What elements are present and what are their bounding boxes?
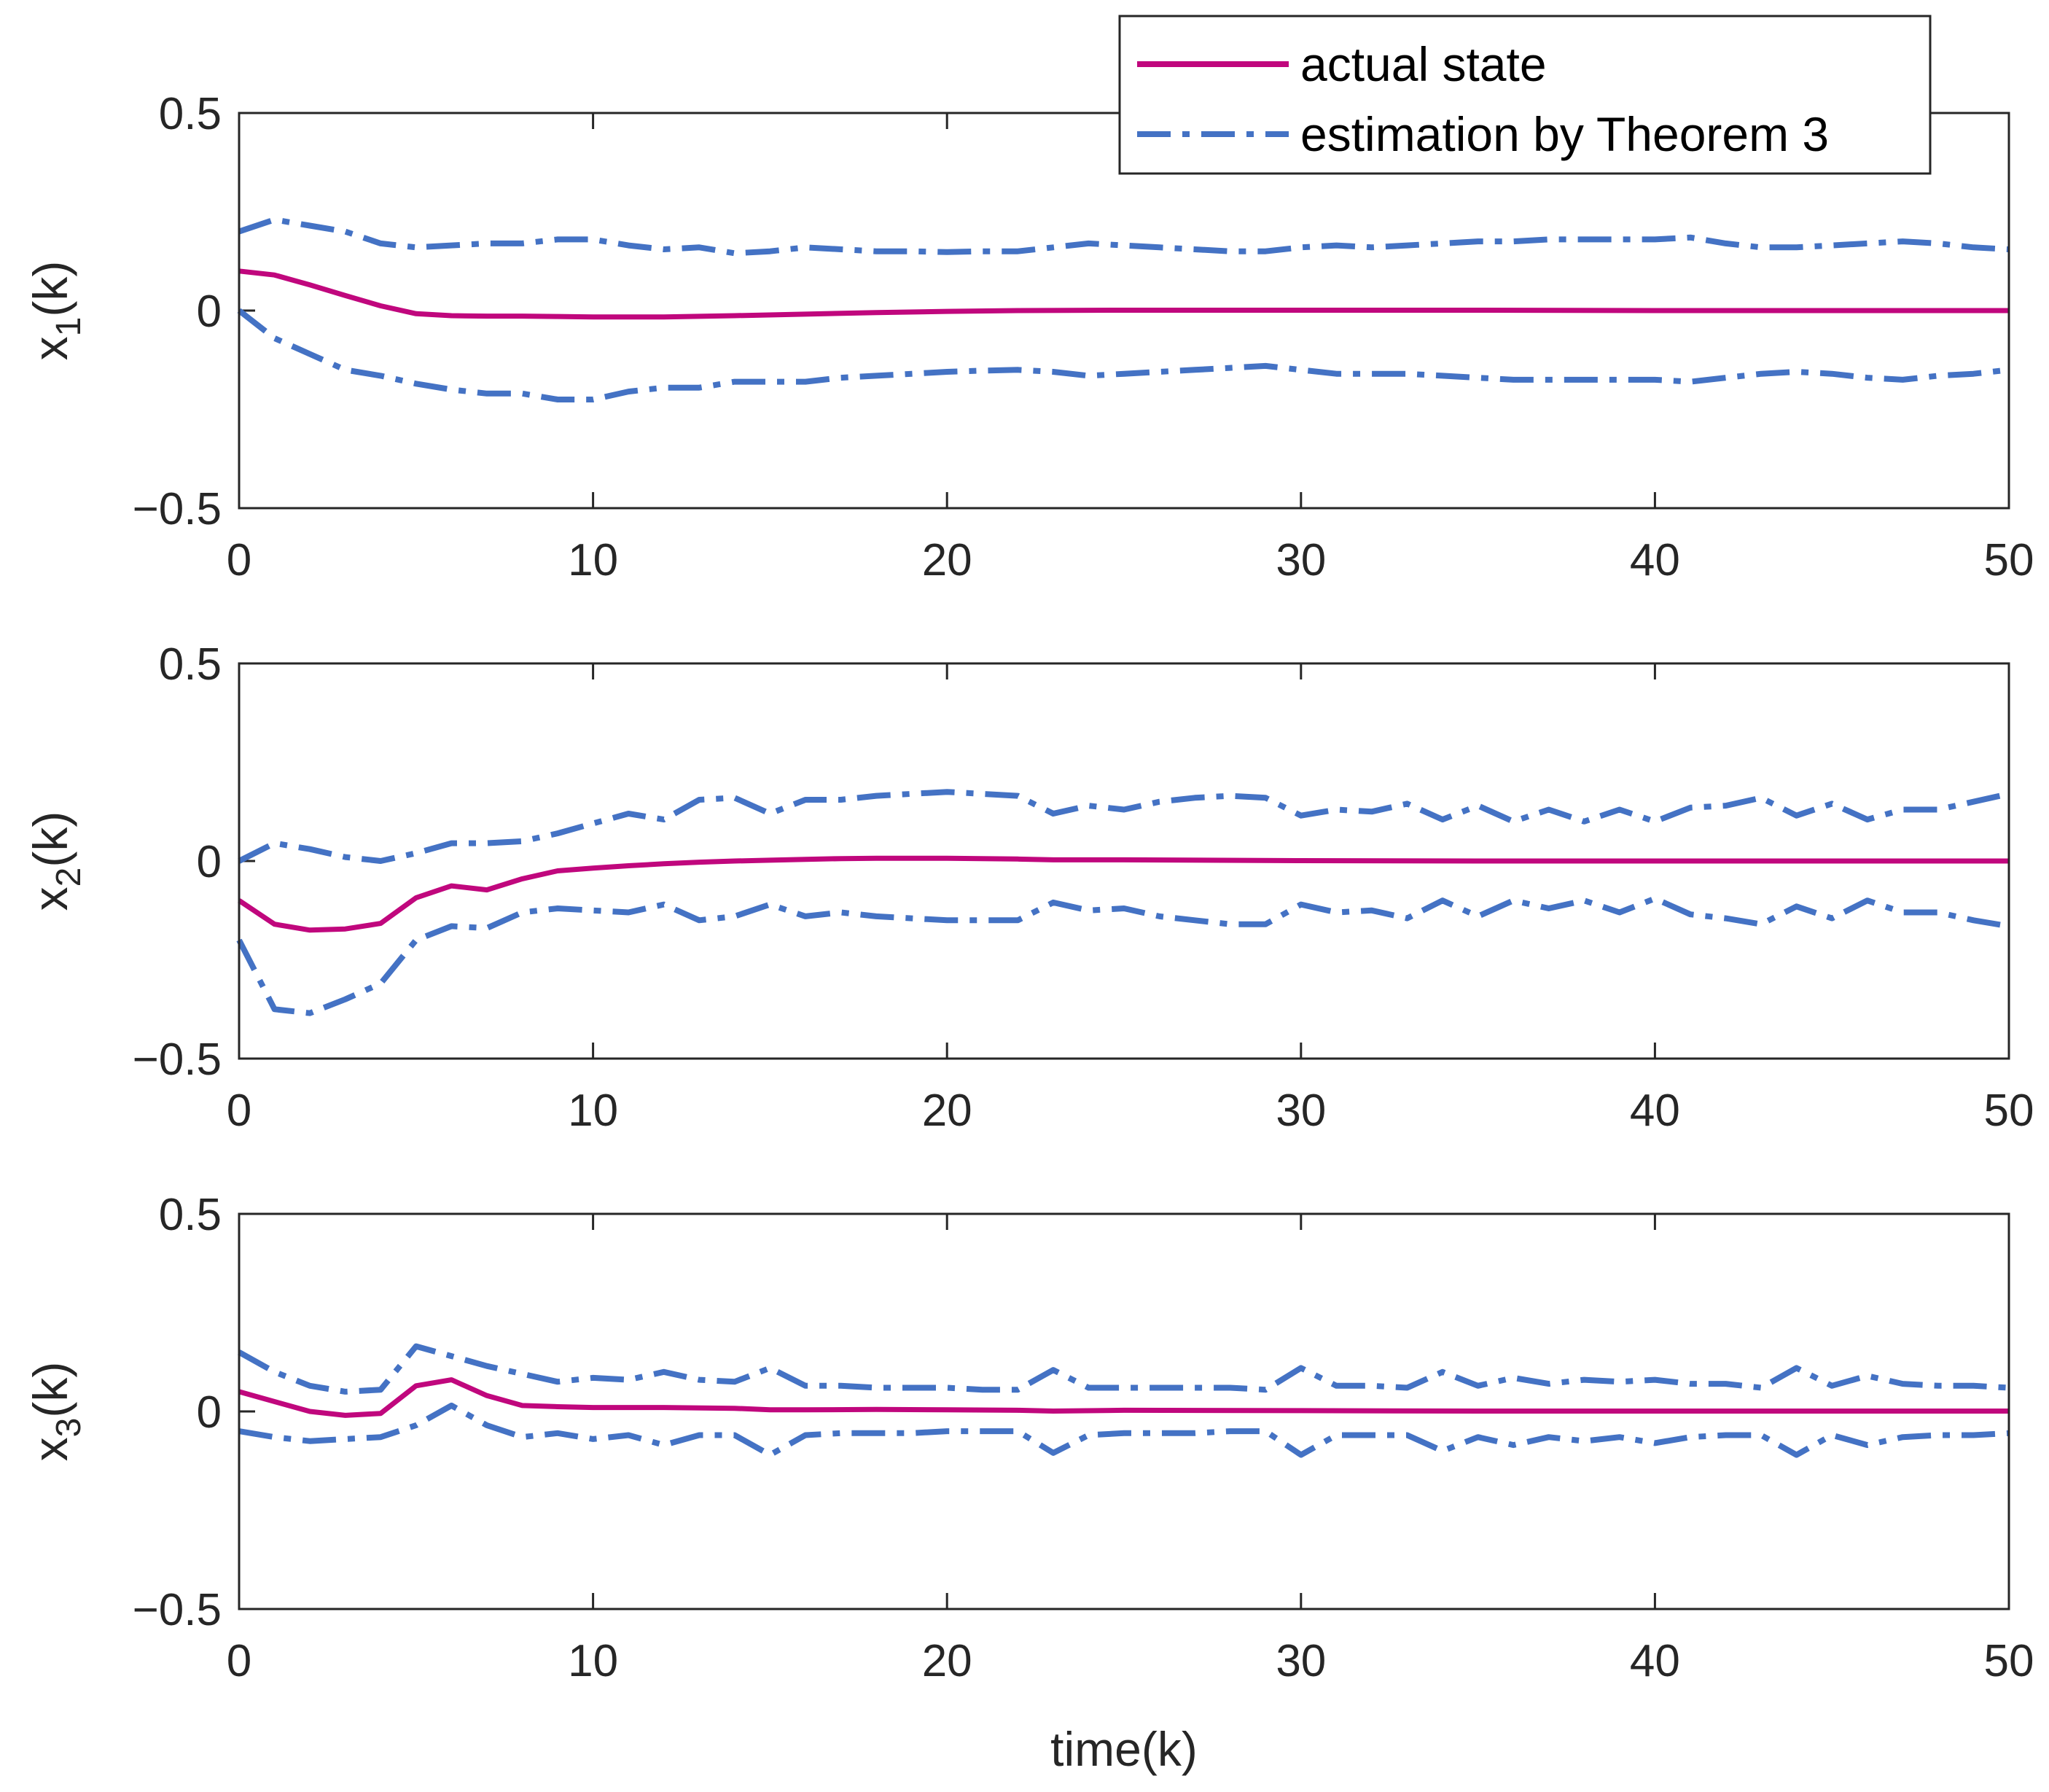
x-axis-label: time(k) bbox=[1050, 1722, 1198, 1776]
series-line-estimate-2 bbox=[238, 1343, 2010, 1395]
y-axis-label-tail: (k) bbox=[23, 811, 77, 868]
series-line-actual-1 bbox=[238, 855, 2009, 933]
x-tick-label: 40 bbox=[1630, 1086, 1680, 1136]
legend: actual state estimation by Theorem 3 bbox=[1118, 15, 1932, 175]
series-line-actual-1 bbox=[238, 268, 2009, 320]
x-tick-label: 30 bbox=[1276, 1636, 1326, 1686]
axes-frame bbox=[238, 1212, 2010, 1610]
plot-panels: 0 10 20 30 40 500.50−0.5x1(k)0 10 20 30 40 500.50−… bbox=[23, 89, 2034, 1776]
legend-label-1: actual state bbox=[1300, 37, 1547, 91]
panel-3: 0 10 20 30 40 500.50−0.5x3(k)time(k) bbox=[23, 1190, 2034, 1776]
x-tick-label: 40 bbox=[1630, 535, 1680, 585]
x-tick-label: 20 bbox=[922, 1636, 972, 1686]
x-tick-label: 50 bbox=[1984, 1636, 2034, 1686]
series-line-estimate-3 bbox=[236, 895, 2010, 1016]
x-tick-label: 0 bbox=[227, 535, 251, 585]
x-tick-label: 0 bbox=[227, 1636, 251, 1686]
legend-label-2: estimation by Theorem 3 bbox=[1300, 107, 1829, 161]
y-axis-label-main: x bbox=[23, 336, 77, 360]
y-axis-label-tail: (k) bbox=[23, 261, 77, 317]
x-tick-label: 20 bbox=[922, 535, 972, 585]
x-tick-label: 40 bbox=[1630, 1636, 1680, 1686]
y-axis-label-tail: (k) bbox=[23, 1362, 77, 1418]
axes-frame bbox=[238, 662, 2010, 1060]
y-tick-label: 0.5 bbox=[159, 89, 222, 139]
x-tick-label: 20 bbox=[922, 1086, 972, 1136]
x-tick-label: 30 bbox=[1276, 1086, 1326, 1136]
panel-2: 0 10 20 30 40 500.50−0.5x2(k) bbox=[23, 639, 2034, 1136]
y-tick-label: −0.5 bbox=[133, 1585, 222, 1635]
y-tick-label: 0.5 bbox=[159, 1190, 222, 1240]
y-axis-label-main: x bbox=[23, 887, 77, 911]
y-axis-label-subscript: 2 bbox=[50, 868, 88, 887]
y-axis-label-main: x bbox=[23, 1437, 77, 1461]
y-tick-label: 0 bbox=[197, 1387, 222, 1438]
y-tick-label: −0.5 bbox=[133, 1035, 222, 1085]
y-tick-label: −0.5 bbox=[133, 484, 222, 534]
y-axis-label: x3(k) bbox=[23, 1362, 88, 1462]
series-line-estimate-3 bbox=[238, 1402, 2010, 1458]
x-tick-label: 50 bbox=[1984, 1086, 2034, 1136]
series-line-estimate-2 bbox=[238, 217, 2010, 257]
y-axis-label: x1(k) bbox=[23, 261, 88, 361]
series-line-estimate-2 bbox=[238, 789, 2010, 864]
y-axis-label: x2(k) bbox=[23, 811, 88, 911]
series-line-estimate-3 bbox=[237, 308, 2010, 402]
x-tick-label: 0 bbox=[227, 1086, 251, 1136]
series-line-actual-1 bbox=[238, 1377, 2009, 1418]
y-axis-label-subscript: 3 bbox=[50, 1418, 88, 1438]
x-tick-label: 50 bbox=[1984, 535, 2034, 585]
legend-box bbox=[1118, 15, 1932, 175]
y-tick-label: 0 bbox=[197, 837, 222, 887]
y-tick-label: 0 bbox=[197, 287, 222, 337]
x-tick-label: 10 bbox=[568, 1086, 618, 1136]
y-axis-label-subscript: 1 bbox=[50, 317, 88, 337]
x-tick-label: 10 bbox=[568, 535, 618, 585]
y-tick-label: 0.5 bbox=[159, 639, 222, 690]
panel-1: 0 10 20 30 40 500.50−0.5x1(k) bbox=[23, 89, 2034, 585]
x-tick-label: 10 bbox=[568, 1636, 618, 1686]
x-tick-label: 30 bbox=[1276, 535, 1326, 585]
